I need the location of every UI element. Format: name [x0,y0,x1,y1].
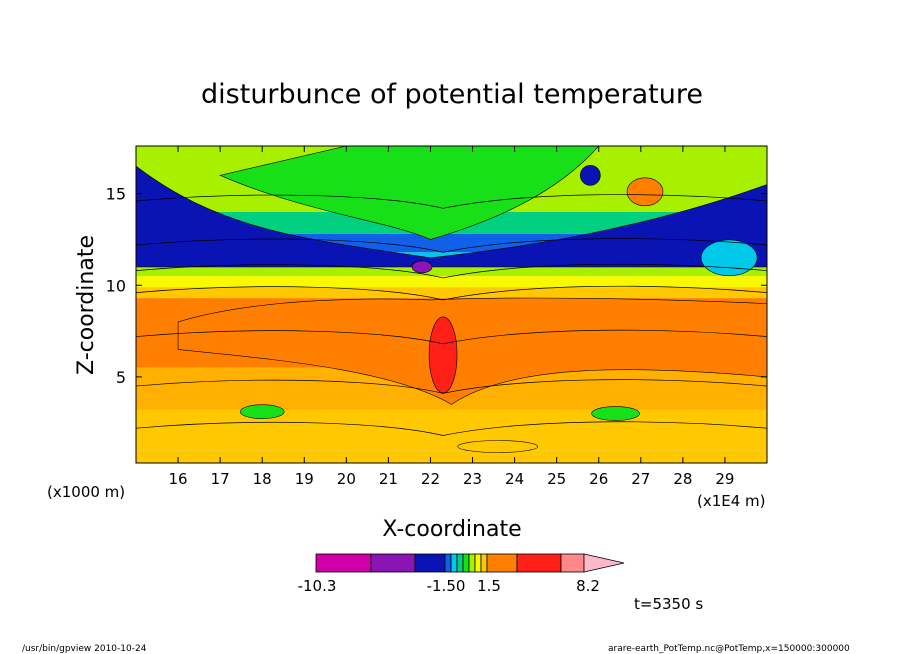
colorbar-labels: -10.3 -1.50 1.5 8.2 [298,577,600,595]
footer-right: arare-earth_PotTemp.nc@PotTemp,x=150000:… [608,644,850,654]
surface-band [457,440,539,453]
colorbar-label-3: 8.2 [576,577,600,595]
band-0 [136,450,767,463]
colorbar-cell-1 [370,553,416,573]
x-tick-label-12: 28 [673,470,692,488]
x-tick-label-9: 25 [547,470,566,488]
band-1 [136,409,767,451]
x-unit-left: (x1000 m) [47,483,125,501]
band-5 [136,276,767,288]
colorbar [315,553,625,573]
x-tick-label-4: 20 [337,470,356,488]
colorbar-cell-6 [462,553,470,573]
y-axis-label: Z-coordinate [74,235,99,375]
colorbar-cell-11 [516,553,562,573]
red-plume [428,316,458,394]
colorbar-label-2: 1.5 [477,577,501,595]
colorbar-cell-12 [560,553,585,573]
purple-core [411,260,433,274]
x-axis: 16 17 18 19 20 21 22 23 24 25 26 27 28 29 [169,146,734,488]
y-tick-label-2: 15 [106,185,126,204]
green-lens-right [591,406,640,421]
contour-line-2 [136,329,767,345]
colorbar-cell-9 [480,553,488,573]
blue-cell-top-right [580,165,601,186]
colorbar-cell-7 [468,553,476,573]
x-tick-label-6: 22 [421,470,440,488]
y-tick-label-0: 5 [116,368,126,387]
colorbar-arrow [583,553,625,573]
x-tick-label-13: 29 [715,470,734,488]
cyan-cell-right [700,239,758,277]
contour-line-5 [136,238,767,253]
colorbar-cell-2 [414,553,446,573]
orange-cell-top-right [626,177,664,207]
x-tick-label-8: 24 [505,470,524,488]
y-axis: 5 10 15 [106,185,767,387]
upper-negative-layer [136,165,767,268]
time-label: t=5350 s [634,595,703,613]
colorbar-label-1: -1.50 [427,577,466,595]
colorbar-cell-0 [315,553,372,573]
x-tick-label-3: 19 [295,470,314,488]
plot-area [136,146,767,463]
contour-line-3 [136,285,767,301]
x-tick-label-5: 21 [379,470,398,488]
orange-core [177,297,767,405]
colorbar-cell-10 [486,553,518,573]
colorbar-cell-4 [450,553,458,573]
contour-line-6 [136,194,767,209]
band-4 [136,287,767,299]
chart-title: disturbunce of potential temperature [201,79,703,110]
plot-frame [135,145,768,464]
x-tick-label-11: 27 [631,470,650,488]
x-tick-label-0: 16 [169,470,188,488]
contour-line-0 [136,421,767,436]
colorbar-cell-5 [456,553,464,573]
x-tick-label-2: 18 [253,470,272,488]
x-axis-label: X-coordinate [382,517,521,542]
x-tick-label-7: 23 [463,470,482,488]
contour-line-4 [136,263,767,279]
band-6 [136,265,767,277]
colorbar-label-0: -10.3 [298,577,337,595]
colorbar-cell-3 [444,553,452,573]
y-tick-label-1: 10 [106,276,126,295]
x-tick-label-10: 26 [589,470,608,488]
contour-line-1 [136,379,767,394]
colorbar-cell-8 [474,553,482,573]
footer-left: /usr/bin/gpview 2010-10-24 [22,644,147,654]
green-lens-left [239,404,285,419]
x-unit-right: (x1E4 m) [697,492,766,510]
upper-green-region [219,146,600,240]
x-tick-label-1: 17 [211,470,230,488]
